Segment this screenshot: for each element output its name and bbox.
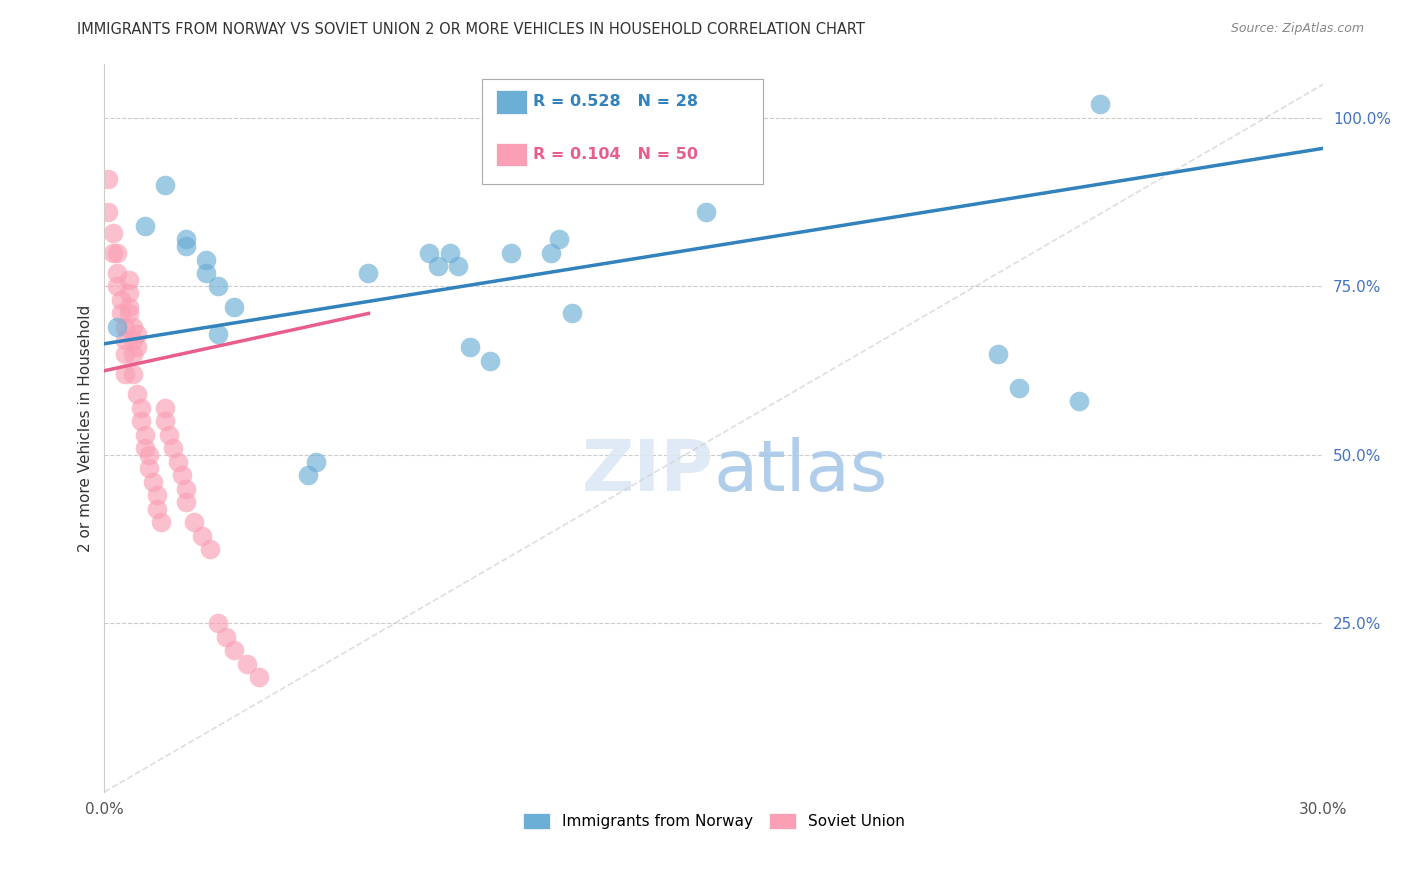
Point — [1088, 97, 1111, 112]
Point — [418, 245, 440, 260]
Point — [134, 219, 156, 233]
Point — [121, 347, 143, 361]
Point — [194, 266, 217, 280]
Point — [198, 542, 221, 557]
Y-axis label: 2 or more Vehicles in Household: 2 or more Vehicles in Household — [79, 304, 93, 551]
Point — [695, 205, 717, 219]
Point — [458, 340, 481, 354]
Point — [499, 245, 522, 260]
Text: R = 0.104   N = 50: R = 0.104 N = 50 — [533, 147, 699, 161]
FancyBboxPatch shape — [496, 143, 527, 166]
Point — [101, 226, 124, 240]
Point — [150, 516, 173, 530]
Point — [1007, 380, 1029, 394]
Point — [118, 306, 141, 320]
Point — [174, 482, 197, 496]
Point — [110, 306, 132, 320]
Point — [118, 300, 141, 314]
Point — [142, 475, 165, 489]
Point — [162, 441, 184, 455]
Point — [174, 239, 197, 253]
Point — [121, 367, 143, 381]
Point — [121, 334, 143, 348]
Point — [105, 245, 128, 260]
Point — [224, 643, 246, 657]
Point — [235, 657, 257, 671]
Point — [121, 319, 143, 334]
Point — [357, 266, 380, 280]
Point — [191, 529, 214, 543]
Point — [447, 259, 470, 273]
Text: R = 0.528   N = 28: R = 0.528 N = 28 — [533, 95, 699, 110]
Point — [479, 353, 502, 368]
Point — [138, 461, 160, 475]
Point — [146, 488, 169, 502]
Point — [224, 300, 246, 314]
Point — [155, 401, 177, 415]
Point — [439, 245, 461, 260]
Point — [97, 171, 120, 186]
Point — [183, 516, 205, 530]
Point — [134, 427, 156, 442]
Point — [146, 502, 169, 516]
Point — [125, 387, 148, 401]
Point — [166, 455, 188, 469]
Point — [548, 232, 571, 246]
Point — [426, 259, 449, 273]
Point — [129, 414, 152, 428]
Point — [110, 293, 132, 307]
Point — [138, 448, 160, 462]
Point — [114, 319, 136, 334]
Point — [114, 334, 136, 348]
Point — [1069, 394, 1091, 409]
Point — [157, 427, 180, 442]
Text: Source: ZipAtlas.com: Source: ZipAtlas.com — [1230, 22, 1364, 36]
Point — [561, 306, 583, 320]
Point — [97, 205, 120, 219]
Point — [125, 326, 148, 341]
Point — [194, 252, 217, 267]
Point — [215, 630, 238, 644]
Point — [105, 319, 128, 334]
Point — [155, 178, 177, 193]
Point — [305, 455, 328, 469]
Point — [174, 495, 197, 509]
Legend: Immigrants from Norway, Soviet Union: Immigrants from Norway, Soviet Union — [516, 807, 911, 835]
Point — [174, 232, 197, 246]
Point — [247, 670, 270, 684]
Point — [207, 279, 229, 293]
Point — [105, 266, 128, 280]
Point — [129, 401, 152, 415]
Point — [134, 441, 156, 455]
Point — [118, 273, 141, 287]
Text: ZIP: ZIP — [582, 437, 714, 506]
Point — [125, 340, 148, 354]
Point — [155, 414, 177, 428]
Point — [114, 367, 136, 381]
Text: IMMIGRANTS FROM NORWAY VS SOVIET UNION 2 OR MORE VEHICLES IN HOUSEHOLD CORRELATI: IMMIGRANTS FROM NORWAY VS SOVIET UNION 2… — [77, 22, 865, 37]
Point — [540, 245, 562, 260]
Point — [170, 468, 193, 483]
FancyBboxPatch shape — [482, 78, 762, 184]
Point — [114, 347, 136, 361]
Text: atlas: atlas — [714, 437, 889, 506]
Point — [297, 468, 319, 483]
Point — [118, 286, 141, 301]
Point — [101, 245, 124, 260]
Point — [105, 279, 128, 293]
Point — [207, 326, 229, 341]
Point — [207, 616, 229, 631]
FancyBboxPatch shape — [496, 90, 527, 113]
Point — [987, 347, 1010, 361]
